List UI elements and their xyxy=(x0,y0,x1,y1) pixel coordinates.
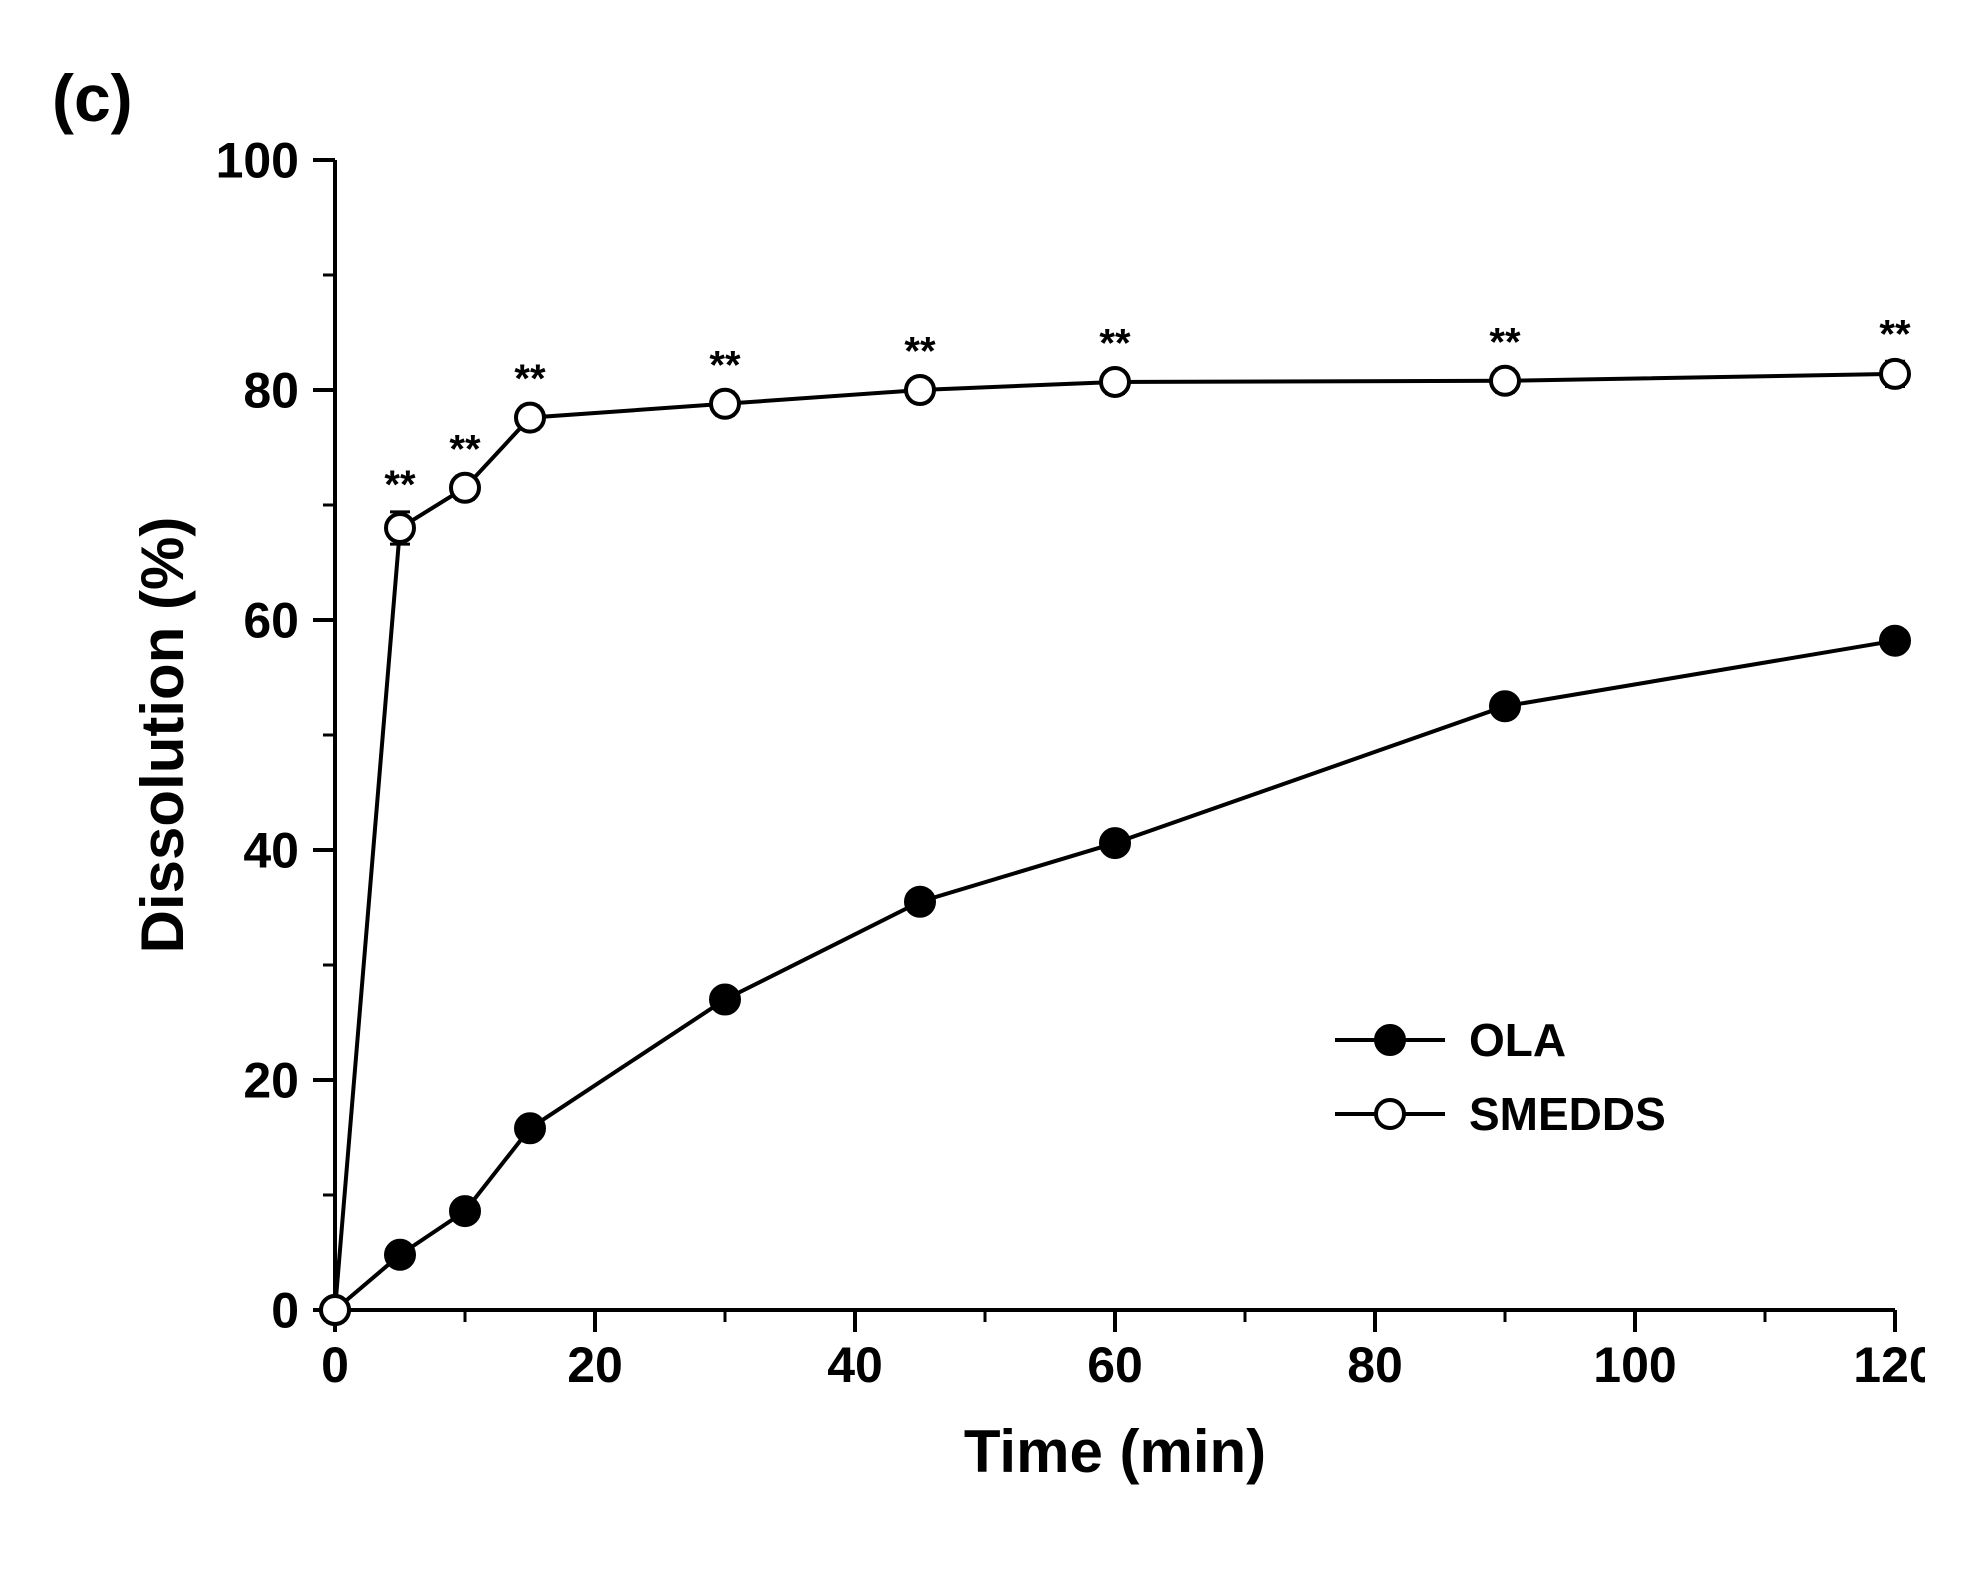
data-marker xyxy=(516,404,544,432)
significance-marker: ** xyxy=(709,343,741,387)
dissolution-chart: 0 20 40 60 80 100 120 0 20 40 60 80 100 Time (min) Dis… xyxy=(115,120,1925,1550)
x-axis-label: Time (min) xyxy=(964,1418,1266,1485)
y-tick-label: 0 xyxy=(271,1283,299,1339)
legend-marker xyxy=(1376,1026,1404,1054)
data-marker xyxy=(1101,368,1129,396)
significance-marker: ** xyxy=(1099,321,1131,365)
data-marker xyxy=(386,1241,414,1269)
data-marker xyxy=(906,376,934,404)
legend-marker xyxy=(1376,1100,1404,1128)
y-tick-label: 100 xyxy=(216,133,299,189)
data-marker xyxy=(451,1197,479,1225)
data-marker xyxy=(386,514,414,542)
data-marker xyxy=(451,474,479,502)
x-tick-label: 100 xyxy=(1593,1337,1676,1393)
data-marker xyxy=(321,1296,349,1324)
y-axis-label: Dissolution (%) xyxy=(129,517,196,954)
x-tick-label: 40 xyxy=(827,1337,883,1393)
data-marker xyxy=(711,390,739,418)
significance-marker: ** xyxy=(514,357,546,401)
y-tick-label: 60 xyxy=(243,593,299,649)
data-marker xyxy=(906,888,934,916)
significance-marker: ** xyxy=(384,463,416,507)
significance-marker: ** xyxy=(904,330,936,374)
data-marker xyxy=(711,986,739,1014)
x-tick-label: 80 xyxy=(1347,1337,1403,1393)
y-tick-label: 20 xyxy=(243,1053,299,1109)
y-tick-label: 80 xyxy=(243,363,299,419)
legend-label: SMEDDS xyxy=(1469,1088,1666,1140)
significance-marker: ** xyxy=(449,427,481,471)
data-marker xyxy=(1101,829,1129,857)
data-marker xyxy=(1881,360,1909,388)
x-tick-label: 120 xyxy=(1853,1337,1925,1393)
significance-marker: ** xyxy=(1879,312,1911,356)
legend-label: OLA xyxy=(1469,1014,1566,1066)
significance-marker: ** xyxy=(1489,320,1521,364)
data-marker xyxy=(1881,627,1909,655)
series-line xyxy=(335,641,1895,1310)
x-tick-label: 20 xyxy=(567,1337,623,1393)
x-tick-label: 0 xyxy=(321,1337,349,1393)
data-marker xyxy=(1491,367,1519,395)
data-marker xyxy=(516,1114,544,1142)
y-tick-label: 40 xyxy=(243,823,299,879)
x-tick-label: 60 xyxy=(1087,1337,1143,1393)
data-marker xyxy=(1491,692,1519,720)
